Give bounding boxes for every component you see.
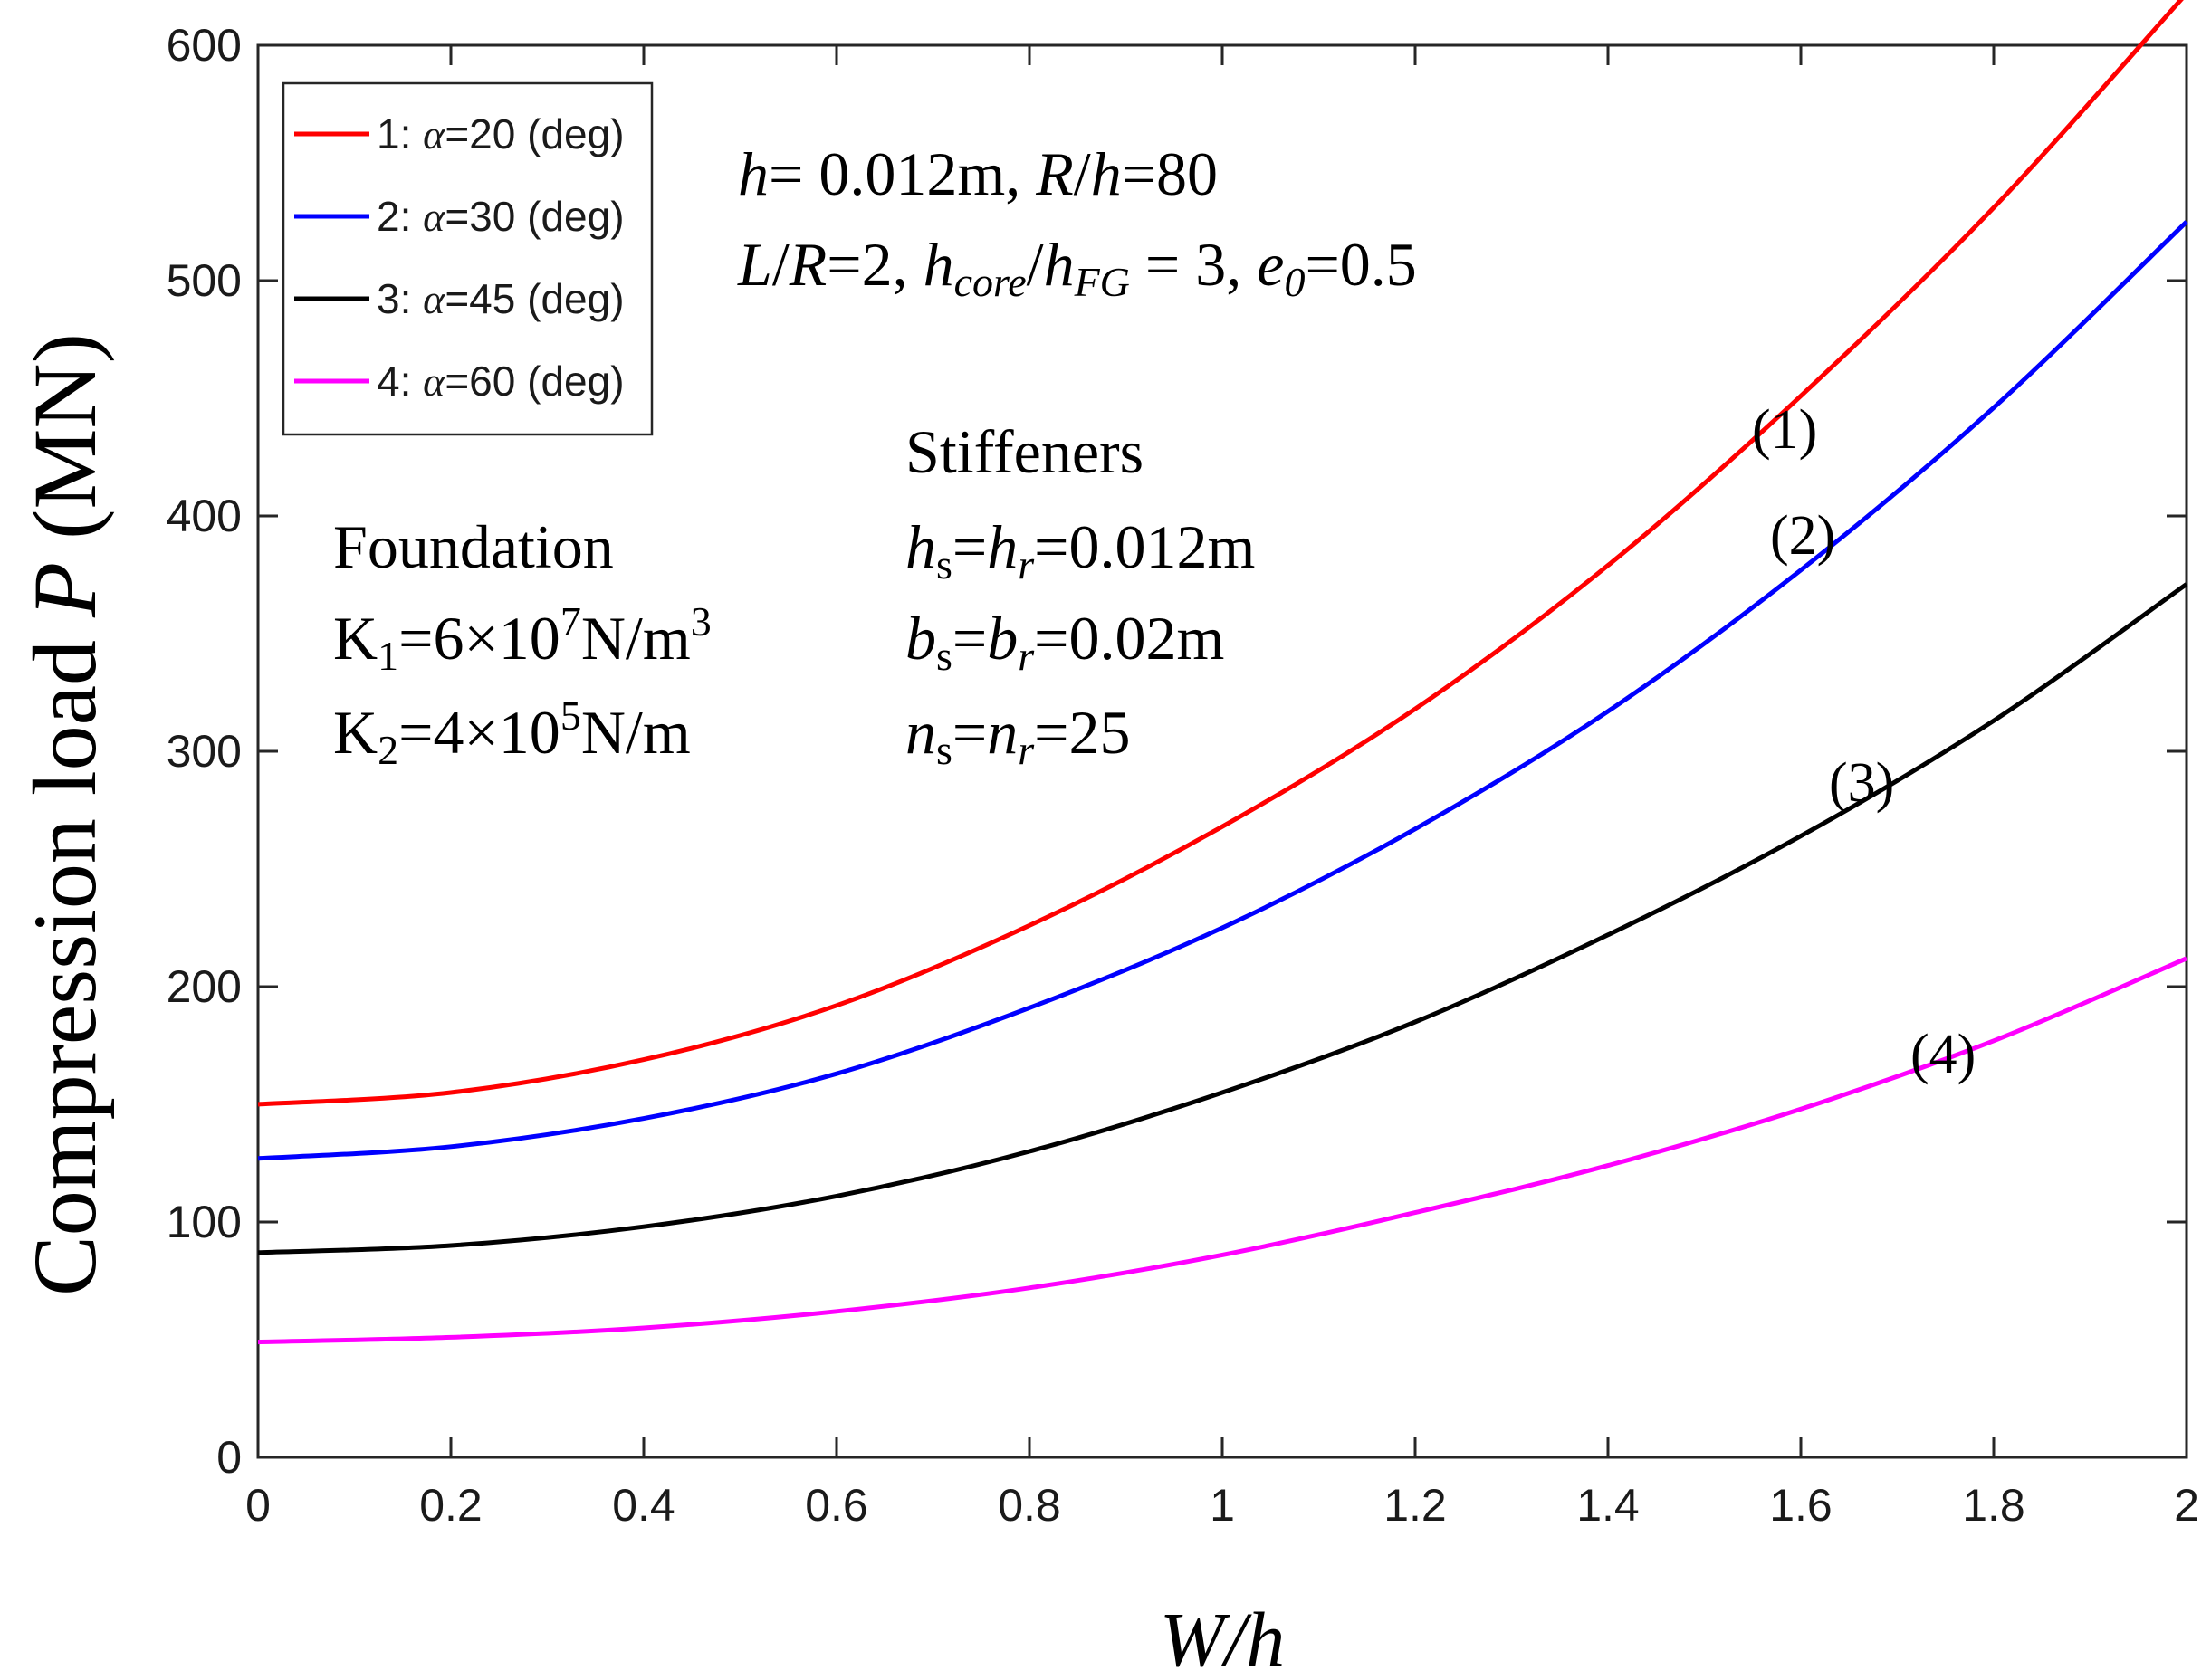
x-tick-label: 2: [2174, 1480, 2199, 1531]
annotation-ratios: L/R=2, hcore/hFG = 3, e0=0.5: [737, 230, 1417, 305]
x-tick-label: 0: [245, 1480, 271, 1531]
x-tick-label: 0.8: [998, 1480, 1061, 1531]
y-tick-label: 200: [167, 961, 242, 1012]
y-tick-label: 400: [167, 491, 242, 541]
axis-ticks: 0 0.2 0.4 0.6 0.8 1 1.2 1.4 1.6 1.8 2 0 100 200 300 400…: [167, 20, 2199, 1531]
y-axis-label-var: P: [14, 562, 115, 618]
annotation-stiffeners-title: Stiffeners: [905, 417, 1144, 486]
x-tick-label: 1.8: [1962, 1480, 2025, 1531]
curve-label-4: (4): [1910, 1024, 1976, 1085]
x-tick-label: 0.6: [805, 1480, 868, 1531]
curve-label-2: (2): [1770, 505, 1835, 567]
annotation-geometry: h= 0.012m, R/h=80: [738, 139, 1218, 208]
annotation-foundation-k2: K2=4×105N/m: [333, 692, 691, 773]
legend-entry-4: 4: α=60 (deg): [377, 358, 625, 405]
series-line-2: [257, 220, 2188, 1161]
x-tick-label: 1.4: [1576, 1480, 1640, 1531]
legend-box: [282, 81, 654, 436]
x-tick-label: 0.4: [612, 1480, 675, 1531]
series-line-1: [257, 0, 2184, 1107]
x-tick-label: 1.2: [1383, 1480, 1447, 1531]
legend-entry-3: 3: α=45 (deg): [377, 275, 625, 322]
series-line-4: [257, 956, 2187, 1345]
legend-entry-2: 2: α=30 (deg): [377, 193, 625, 240]
y-tick-label: 500: [167, 255, 242, 306]
y-axis-label-main: Compression load: [14, 617, 115, 1296]
x-tick-label: 1.6: [1769, 1480, 1833, 1531]
curve-label-1: (1): [1752, 399, 1817, 461]
annotation-stiffeners-count: ns=nr=25: [905, 698, 1131, 773]
y-tick-label: 100: [167, 1197, 242, 1247]
annotation-stiffeners-height: hs=hr=0.012m: [905, 512, 1255, 587]
x-tick-label: 1: [1210, 1480, 1235, 1531]
legend-entry-1: 1: α=20 (deg): [377, 110, 625, 158]
y-tick-label: 0: [216, 1432, 242, 1483]
annotation-foundation-title: Foundation: [333, 512, 614, 581]
curve-label-3: (3): [1829, 752, 1894, 814]
y-tick-label: 600: [167, 20, 242, 71]
legend: 1: α=20 (deg) 2: α=30 (deg) 3: α=45 (deg…: [282, 81, 654, 436]
x-tick-label: 0.2: [419, 1480, 483, 1531]
x-axis-label: W/h: [1160, 1596, 1286, 1680]
y-axis-label-unit: (MN): [14, 333, 115, 562]
series-lines: [257, 0, 2188, 1345]
annotation-stiffeners-width: bs=br=0.02m: [905, 604, 1224, 679]
y-axis-label: Compression load P (MN): [14, 333, 115, 1296]
series-line-3: [257, 582, 2188, 1255]
y-tick-label: 300: [167, 726, 242, 777]
annotation-foundation-k1: K1=6×107N/m3: [333, 598, 712, 679]
